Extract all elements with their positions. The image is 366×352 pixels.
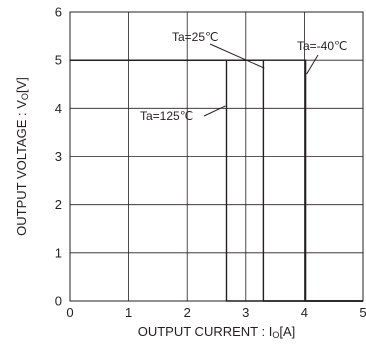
y-tick-label: 2 — [55, 197, 62, 212]
series-line-2 — [70, 59, 363, 302]
x-tick-label: 0 — [66, 305, 73, 320]
series-lines — [70, 59, 363, 302]
y-axis-title-unit: [V] — [14, 77, 29, 93]
plot-frame — [69, 11, 364, 302]
annotation-label-0: Ta=25℃ — [172, 30, 219, 44]
y-tick-label: 1 — [55, 245, 62, 260]
x-axis-title-main: OUTPUT CURRENT : I — [138, 324, 273, 339]
y-axis-title-main: OUTPUT VOLTAGE : V — [14, 100, 29, 236]
x-axis-title-unit: [A] — [279, 324, 295, 339]
x-tick-label: 2 — [184, 305, 191, 320]
x-tick-label: 4 — [301, 305, 308, 320]
annotation-leader-0 — [209, 43, 265, 69]
series-line-0 — [70, 59, 363, 302]
x-tick-label: 3 — [242, 305, 249, 320]
x-axis-title-subscript: O — [272, 330, 279, 340]
x-tick-label: 5 — [359, 305, 366, 320]
y-tick-label: 0 — [55, 294, 62, 309]
tick-labels: 0 1 2 3 4 5 0 1 2 3 4 5 6 — [55, 5, 366, 321]
y-axis-title-subscript: O — [20, 93, 30, 100]
y-axis-title: OUTPUT VOLTAGE : VO[V] — [14, 77, 30, 236]
annotation-label-1: Ta=-40℃ — [297, 39, 348, 53]
x-axis-title: OUTPUT CURRENT : IO[A] — [138, 324, 296, 340]
annotation-leader-1 — [306, 54, 319, 75]
y-tick-label: 4 — [55, 101, 62, 116]
annotation-label-2: Ta=125℃ — [140, 109, 193, 123]
x-tick-label: 1 — [125, 305, 132, 320]
y-tick-label: 3 — [55, 149, 62, 164]
y-tick-label: 6 — [55, 5, 62, 20]
series-line-1 — [70, 59, 363, 302]
y-tick-label: 5 — [55, 53, 62, 68]
annotation-leader-2 — [203, 105, 226, 117]
grid — [70, 12, 363, 301]
annotations: Ta=25℃ Ta=-40℃ Ta=125℃ — [140, 30, 348, 123]
